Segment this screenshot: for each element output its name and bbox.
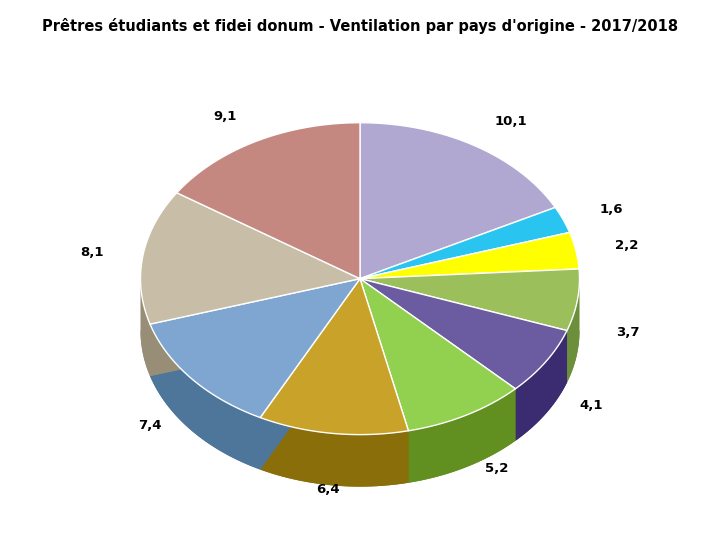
Polygon shape bbox=[360, 279, 516, 441]
Polygon shape bbox=[260, 279, 408, 435]
Polygon shape bbox=[140, 193, 360, 324]
Polygon shape bbox=[516, 330, 567, 441]
Polygon shape bbox=[360, 279, 516, 431]
Text: 10,1: 10,1 bbox=[495, 115, 528, 128]
Text: 8,1: 8,1 bbox=[80, 246, 104, 259]
Text: 2,2: 2,2 bbox=[615, 239, 638, 252]
Polygon shape bbox=[260, 330, 408, 487]
Polygon shape bbox=[150, 324, 260, 470]
Polygon shape bbox=[360, 269, 580, 330]
Polygon shape bbox=[150, 330, 360, 470]
Polygon shape bbox=[360, 279, 567, 382]
Text: 3,7: 3,7 bbox=[616, 326, 640, 339]
Polygon shape bbox=[260, 279, 360, 470]
Polygon shape bbox=[360, 279, 567, 389]
Polygon shape bbox=[360, 232, 579, 279]
Polygon shape bbox=[360, 330, 567, 441]
Polygon shape bbox=[567, 279, 580, 382]
Polygon shape bbox=[408, 389, 516, 483]
Polygon shape bbox=[360, 279, 516, 441]
Polygon shape bbox=[177, 123, 360, 279]
Polygon shape bbox=[360, 123, 555, 279]
Polygon shape bbox=[140, 279, 150, 376]
Polygon shape bbox=[360, 207, 570, 279]
Text: 6,4: 6,4 bbox=[316, 483, 340, 496]
Text: Prêtres étudiants et fidei donum - Ventilation par pays d'origine - 2017/2018: Prêtres étudiants et fidei donum - Venti… bbox=[42, 17, 678, 33]
Text: 1,6: 1,6 bbox=[600, 202, 624, 215]
Polygon shape bbox=[360, 279, 408, 483]
Text: 4,1: 4,1 bbox=[580, 399, 603, 412]
Polygon shape bbox=[140, 330, 360, 376]
Polygon shape bbox=[150, 279, 360, 417]
Polygon shape bbox=[150, 279, 360, 376]
Text: 5,2: 5,2 bbox=[485, 462, 508, 475]
Polygon shape bbox=[260, 279, 360, 470]
Polygon shape bbox=[360, 279, 567, 382]
Polygon shape bbox=[360, 279, 408, 483]
Text: 9,1: 9,1 bbox=[214, 110, 237, 123]
Polygon shape bbox=[150, 279, 360, 376]
Polygon shape bbox=[260, 417, 408, 487]
Polygon shape bbox=[360, 330, 516, 483]
Polygon shape bbox=[360, 330, 580, 382]
Text: 7,4: 7,4 bbox=[138, 419, 161, 432]
